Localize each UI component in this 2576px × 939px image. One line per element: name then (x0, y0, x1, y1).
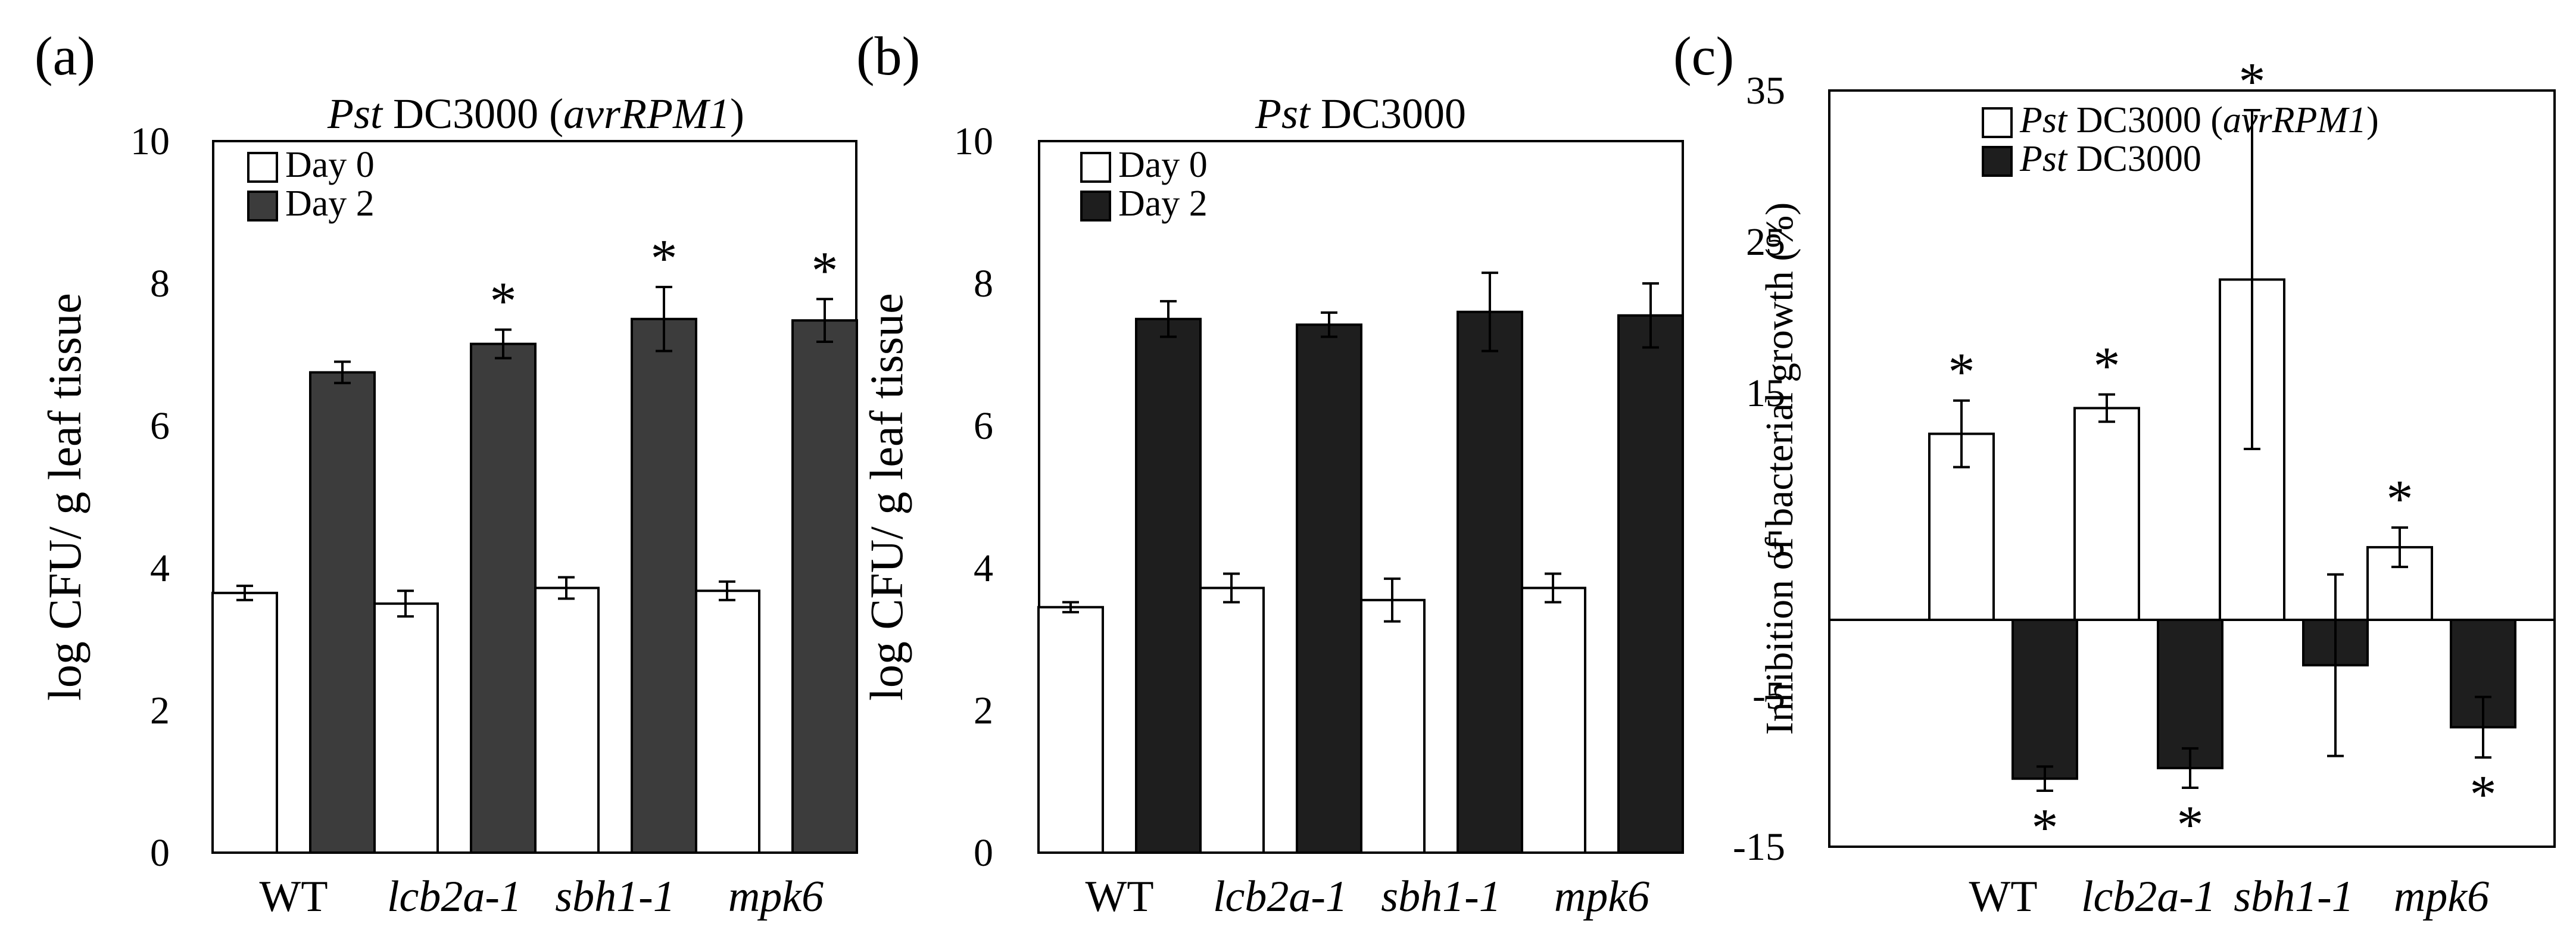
legend-label: Pst DC3000 (2019, 139, 2201, 179)
significance-asterisk: * (651, 229, 678, 288)
bar (309, 371, 376, 854)
bar (2073, 407, 2140, 622)
x-tick-label: lcb2a-1 (1213, 872, 1348, 921)
bar (1359, 598, 1426, 854)
legend-swatch (247, 152, 278, 183)
bar (533, 587, 600, 854)
x-tick-label: sbh1-1 (2234, 872, 2353, 921)
legend-label-part: Pst (2019, 139, 2068, 179)
x-tick-label: sbh1-1 (1381, 872, 1501, 921)
significance-asterisk: * (2470, 765, 2497, 824)
panel-c: (c) -15 -5 5 15 25 35 Inhibition of bacterial g… (1673, 26, 2556, 921)
y-tick-label: 2 (150, 689, 170, 732)
y-tick-label: 4 (150, 547, 170, 590)
significance-asterisk: * (1948, 343, 1975, 402)
chart-title-part: Pst (1255, 90, 1311, 138)
chart-title-part: avrRPM1 (563, 90, 730, 138)
bar (1037, 606, 1104, 854)
legend-swatch (1080, 152, 1111, 183)
y-tick-label: 2 (974, 689, 993, 732)
y-tick-label: 15 (1746, 372, 1785, 415)
bar (2011, 619, 2078, 780)
bar (694, 589, 760, 854)
y-tick-label: 6 (150, 404, 170, 448)
legend-label-part: DC3000 (2067, 139, 2201, 179)
plot-frame (1828, 89, 2556, 848)
significance-asterisk: * (812, 241, 838, 300)
chart-title-part: DC3000 (1310, 90, 1466, 138)
panel-a: (a) Pst DC3000 (avrRPM1) 0 2 4 6 8 10 log CFU/ g… (35, 26, 858, 921)
legend-label: Day 2 (285, 183, 375, 224)
legend-label: Pst DC3000 (avrRPM1) (2019, 100, 2379, 141)
x-tick-label: mpk6 (728, 872, 824, 921)
panel-b: (b) Pst DC3000 0 2 4 6 8 10 log CFU/ g leaf tiss… (856, 26, 1684, 921)
x-tick-label: mpk6 (2394, 872, 2489, 921)
y-axis-label: log CFU/ g leaf tissue (39, 293, 91, 701)
legend-label-part: DC3000 ( (2067, 100, 2223, 141)
bar (1617, 314, 1684, 854)
panel-label: (a) (35, 26, 95, 86)
bar (1198, 587, 1265, 854)
x-tick-label: lcb2a-1 (2081, 872, 2216, 921)
bar (631, 317, 697, 854)
y-tick-label: 35 (1746, 69, 1785, 113)
legend-swatch (247, 191, 278, 222)
legend-label-part: avrRPM1 (2223, 100, 2366, 141)
x-tick-label: sbh1-1 (555, 872, 675, 921)
y-tick-label: -15 (1733, 825, 1785, 869)
bar (2157, 619, 2223, 769)
chart-title: Pst DC3000 (1255, 90, 1466, 138)
chart-title-part: DC3000 ( (382, 90, 563, 138)
legend-swatch (1982, 107, 2013, 138)
bar (470, 342, 537, 854)
y-axis-label: log CFU/ g leaf tissue (860, 293, 912, 701)
panel-label: (b) (856, 26, 920, 86)
y-tick-label: 4 (974, 547, 993, 590)
chart-title: Pst DC3000 (avrRPM1) (327, 90, 744, 138)
significance-asterisk: * (2032, 798, 2059, 857)
x-tick-label: WT (1085, 872, 1153, 921)
legend-swatch (1982, 146, 2013, 177)
y-tick-label: 8 (974, 262, 993, 305)
y-tick-label: 8 (150, 262, 170, 305)
chart-title-part: Pst (327, 90, 383, 138)
y-axis-label: Inhibition of bacterial growth (%) (1758, 202, 1801, 735)
x-tick-label: WT (1969, 872, 2037, 921)
significance-asterisk: * (2239, 52, 2266, 111)
x-tick-label: WT (259, 872, 328, 921)
significance-asterisk: * (2387, 470, 2413, 529)
y-tick-label: 25 (1746, 220, 1785, 264)
bar (1296, 323, 1362, 854)
legend-label: Day 0 (1118, 145, 1208, 185)
y-tick-label: 0 (150, 831, 170, 875)
legend-label-part: Pst (2019, 100, 2068, 141)
y-tick-label: 0 (974, 831, 993, 875)
x-tick-label: mpk6 (1554, 872, 1649, 921)
legend-label: Day 2 (1118, 183, 1208, 224)
y-tick-label: 5 (1766, 523, 1785, 566)
significance-asterisk: * (2177, 796, 2204, 854)
bar (791, 319, 858, 854)
bar (1457, 310, 1523, 854)
legend-label: Day 0 (285, 145, 375, 185)
bar (1135, 317, 1202, 854)
legend-swatch (1080, 191, 1111, 222)
significance-asterisk: * (2094, 337, 2120, 396)
y-tick-label: 10 (954, 120, 993, 163)
legend-label-part: ) (2366, 100, 2379, 141)
significance-asterisk: * (490, 272, 517, 331)
y-tick-label: -5 (1752, 674, 1785, 717)
y-tick-label: 10 (130, 120, 170, 163)
y-tick-label: 6 (974, 404, 993, 448)
panel-label: (c) (1673, 26, 1734, 86)
bar (211, 591, 278, 854)
bar (372, 602, 439, 854)
chart-title-part: ) (730, 90, 744, 138)
x-tick-label: lcb2a-1 (387, 872, 522, 921)
bar (1520, 587, 1586, 854)
